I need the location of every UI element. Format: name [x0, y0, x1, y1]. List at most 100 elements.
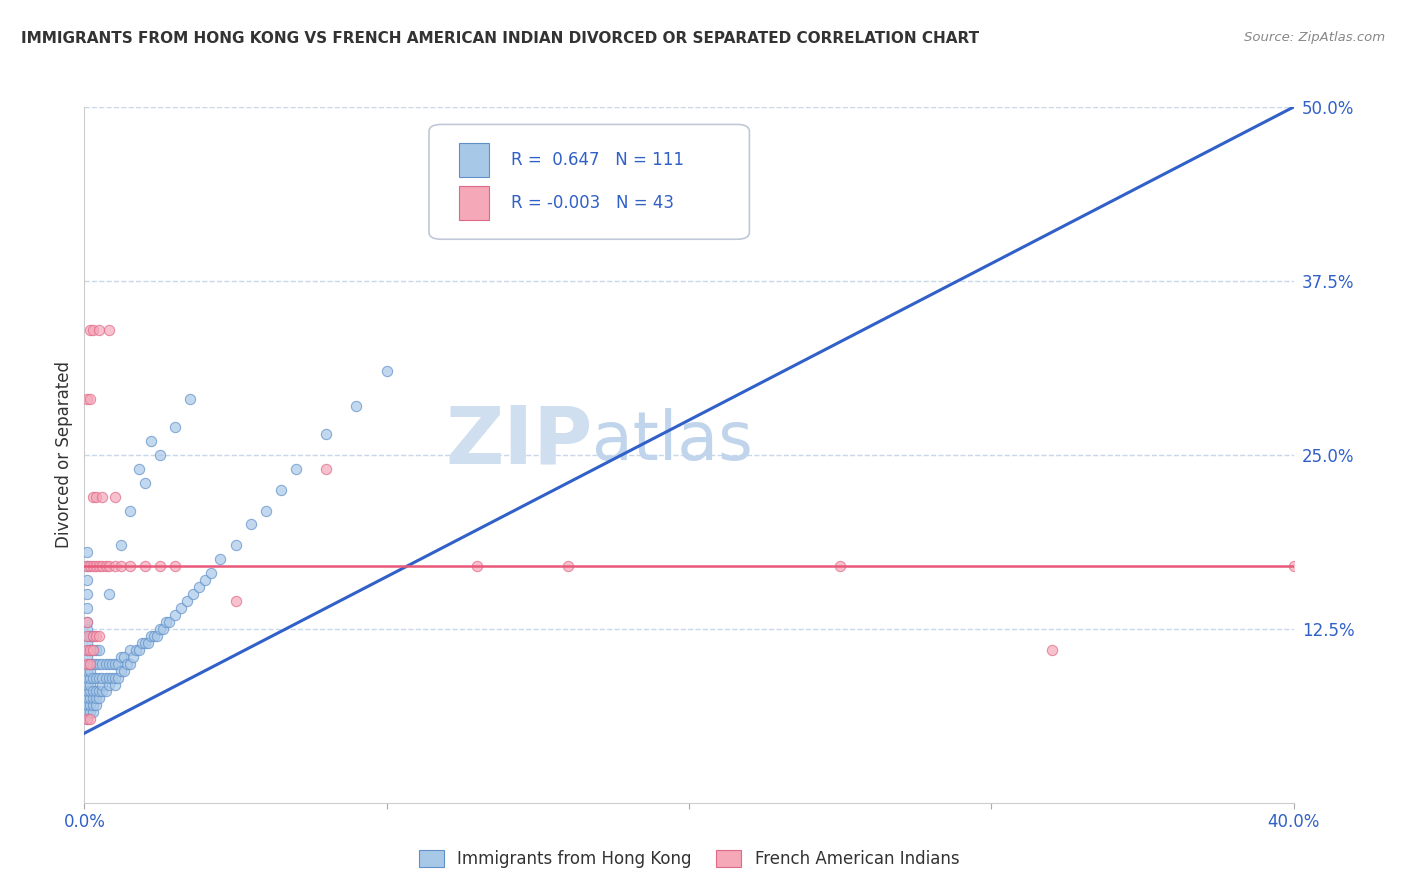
- Point: [112, 664, 135, 678]
- Text: R =  0.647   N = 111: R = 0.647 N = 111: [512, 151, 685, 169]
- Point: [76, 671, 98, 685]
- Point: [104, 677, 127, 691]
- Point: [225, 594, 247, 608]
- Point: [79, 642, 101, 657]
- Point: [94, 657, 117, 671]
- Point: [79, 671, 101, 685]
- Point: [97, 671, 120, 685]
- Point: [76, 615, 98, 629]
- Point: [79, 392, 101, 407]
- Point: [76, 559, 98, 574]
- Text: R = -0.003   N = 43: R = -0.003 N = 43: [512, 194, 675, 212]
- Point: [79, 677, 101, 691]
- Point: [97, 657, 120, 671]
- Point: [76, 642, 98, 657]
- Point: [82, 323, 104, 337]
- Point: [76, 712, 98, 726]
- Point: [179, 392, 201, 407]
- Point: [82, 698, 104, 713]
- Text: atlas: atlas: [592, 408, 754, 474]
- Point: [104, 657, 127, 671]
- Point: [82, 671, 104, 685]
- Point: [181, 587, 204, 601]
- Point: [76, 677, 98, 691]
- Point: [254, 503, 277, 517]
- Point: [82, 559, 104, 574]
- Point: [79, 642, 101, 657]
- Point: [200, 566, 222, 581]
- Point: [315, 427, 337, 442]
- Point: [155, 615, 177, 629]
- Legend: Immigrants from Hong Kong, French American Indians: Immigrants from Hong Kong, French Americ…: [412, 843, 966, 874]
- Point: [76, 601, 98, 615]
- Point: [89, 629, 111, 643]
- Point: [315, 462, 337, 476]
- Point: [110, 538, 132, 552]
- Point: [118, 503, 141, 517]
- Point: [94, 671, 117, 685]
- Point: [76, 545, 98, 559]
- Point: [104, 490, 127, 504]
- Point: [1040, 642, 1063, 657]
- Point: [188, 580, 211, 594]
- Point: [121, 649, 143, 664]
- Point: [76, 664, 98, 678]
- Point: [76, 622, 98, 636]
- Point: [76, 629, 98, 643]
- Point: [142, 629, 165, 643]
- Point: [76, 559, 98, 574]
- Point: [97, 559, 120, 574]
- Text: Source: ZipAtlas.com: Source: ZipAtlas.com: [1244, 31, 1385, 45]
- Point: [97, 323, 120, 337]
- Point: [375, 364, 398, 378]
- Point: [225, 538, 247, 552]
- Point: [76, 573, 98, 587]
- Point: [100, 671, 122, 685]
- Point: [107, 657, 129, 671]
- Point: [76, 698, 98, 713]
- Point: [346, 399, 368, 413]
- Point: [118, 642, 141, 657]
- Point: [239, 517, 262, 532]
- Point: [91, 684, 114, 698]
- Point: [86, 629, 108, 643]
- Point: [91, 677, 114, 691]
- Point: [86, 671, 108, 685]
- FancyBboxPatch shape: [429, 125, 749, 239]
- Point: [157, 615, 180, 629]
- Point: [86, 657, 108, 671]
- Point: [79, 712, 101, 726]
- Point: [89, 684, 111, 698]
- Point: [76, 636, 98, 650]
- Point: [104, 559, 127, 574]
- Point: [89, 642, 111, 657]
- Point: [118, 559, 141, 574]
- Point: [134, 636, 156, 650]
- Point: [118, 657, 141, 671]
- Point: [82, 642, 104, 657]
- Point: [82, 629, 104, 643]
- Point: [107, 671, 129, 685]
- Point: [82, 657, 104, 671]
- Point: [830, 559, 852, 574]
- Point: [76, 691, 98, 706]
- Point: [170, 601, 193, 615]
- Point: [86, 490, 108, 504]
- Point: [89, 323, 111, 337]
- Point: [82, 629, 104, 643]
- Point: [89, 691, 111, 706]
- Point: [82, 691, 104, 706]
- Point: [149, 622, 172, 636]
- Point: [86, 691, 108, 706]
- Point: [89, 671, 111, 685]
- Point: [112, 649, 135, 664]
- Point: [86, 684, 108, 698]
- Point: [94, 559, 117, 574]
- Point: [134, 475, 156, 490]
- Point: [79, 698, 101, 713]
- Point: [270, 483, 292, 497]
- FancyBboxPatch shape: [460, 186, 489, 219]
- Point: [557, 559, 579, 574]
- Point: [176, 594, 198, 608]
- Point: [146, 629, 169, 643]
